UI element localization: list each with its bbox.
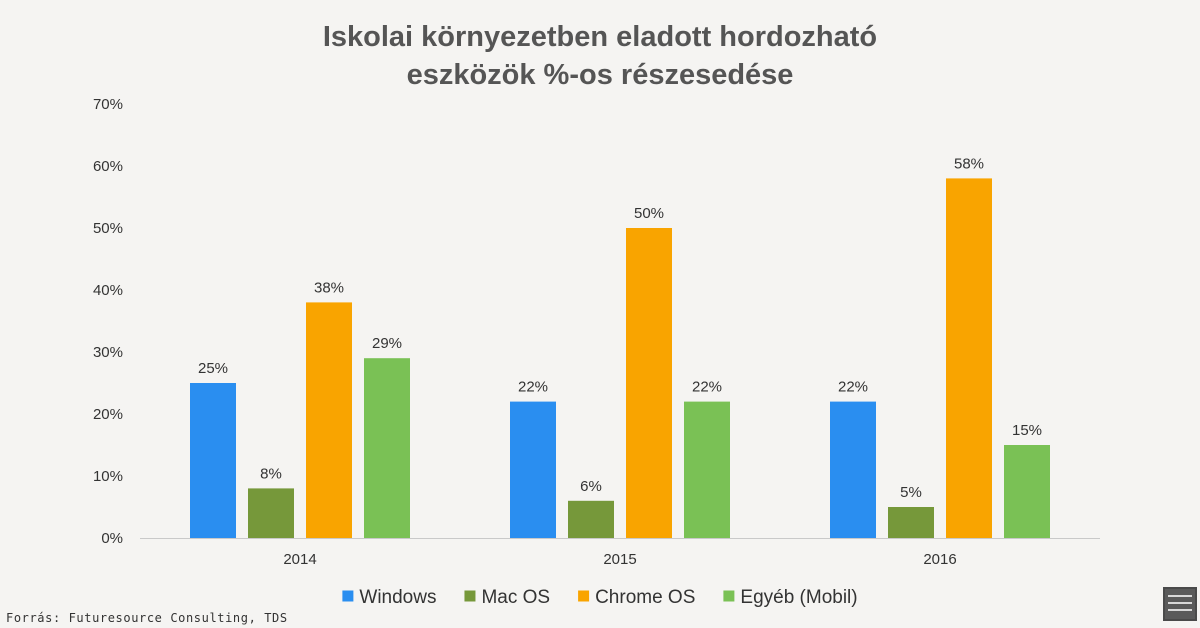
y-tick-label: 30% [93,344,123,361]
y-tick-label: 10% [93,468,123,485]
y-tick-label: 0% [101,530,123,547]
data-label: 58% [954,155,984,172]
y-tick-label: 40% [93,282,123,299]
chart-title: Iskolai környezetben eladott hordozható … [0,18,1200,94]
bar [248,488,294,538]
bar [364,358,410,538]
data-label: 8% [260,465,282,482]
data-label: 22% [518,379,548,396]
legend-label: Chrome OS [595,587,695,608]
y-tick-label: 20% [93,406,123,423]
legend-label: Egyéb (Mobil) [740,587,857,608]
legend-swatch [578,590,590,602]
bar [946,178,992,538]
bar [830,401,876,538]
bar [626,228,672,538]
legend-swatch [723,590,735,602]
source-note: Forrás: Futuresource Consulting, TDS [6,611,288,625]
bar [568,500,614,538]
bar [1004,445,1050,538]
y-tick-label: 50% [93,220,123,237]
legend-swatch [342,590,354,602]
data-label: 22% [838,379,868,396]
y-tick-label: 60% [93,158,123,175]
y-tick-label: 70% [93,96,123,113]
legend-label: Mac OS [481,587,550,608]
logo-icon [1163,587,1197,621]
data-label: 22% [692,379,722,396]
bar [684,401,730,538]
legend-label: Windows [359,587,436,608]
chart-title-line-1: Iskolai környezetben eladott hordozható [322,21,878,53]
chart-title-line-2: eszközök %-os részesedése [406,59,794,91]
data-label: 29% [372,335,402,352]
data-label: 5% [900,484,922,501]
data-label: 6% [580,478,602,495]
bar [306,302,352,538]
bar [888,507,934,538]
bar [510,401,556,538]
x-tick-label: 2016 [923,551,956,568]
x-tick-label: 2014 [283,551,316,568]
legend-swatch [464,590,476,602]
data-label: 15% [1012,422,1042,439]
data-label: 38% [314,279,344,296]
data-label: 50% [634,205,664,222]
data-label: 25% [198,360,228,377]
bar [190,383,236,538]
x-tick-label: 2015 [603,551,636,568]
